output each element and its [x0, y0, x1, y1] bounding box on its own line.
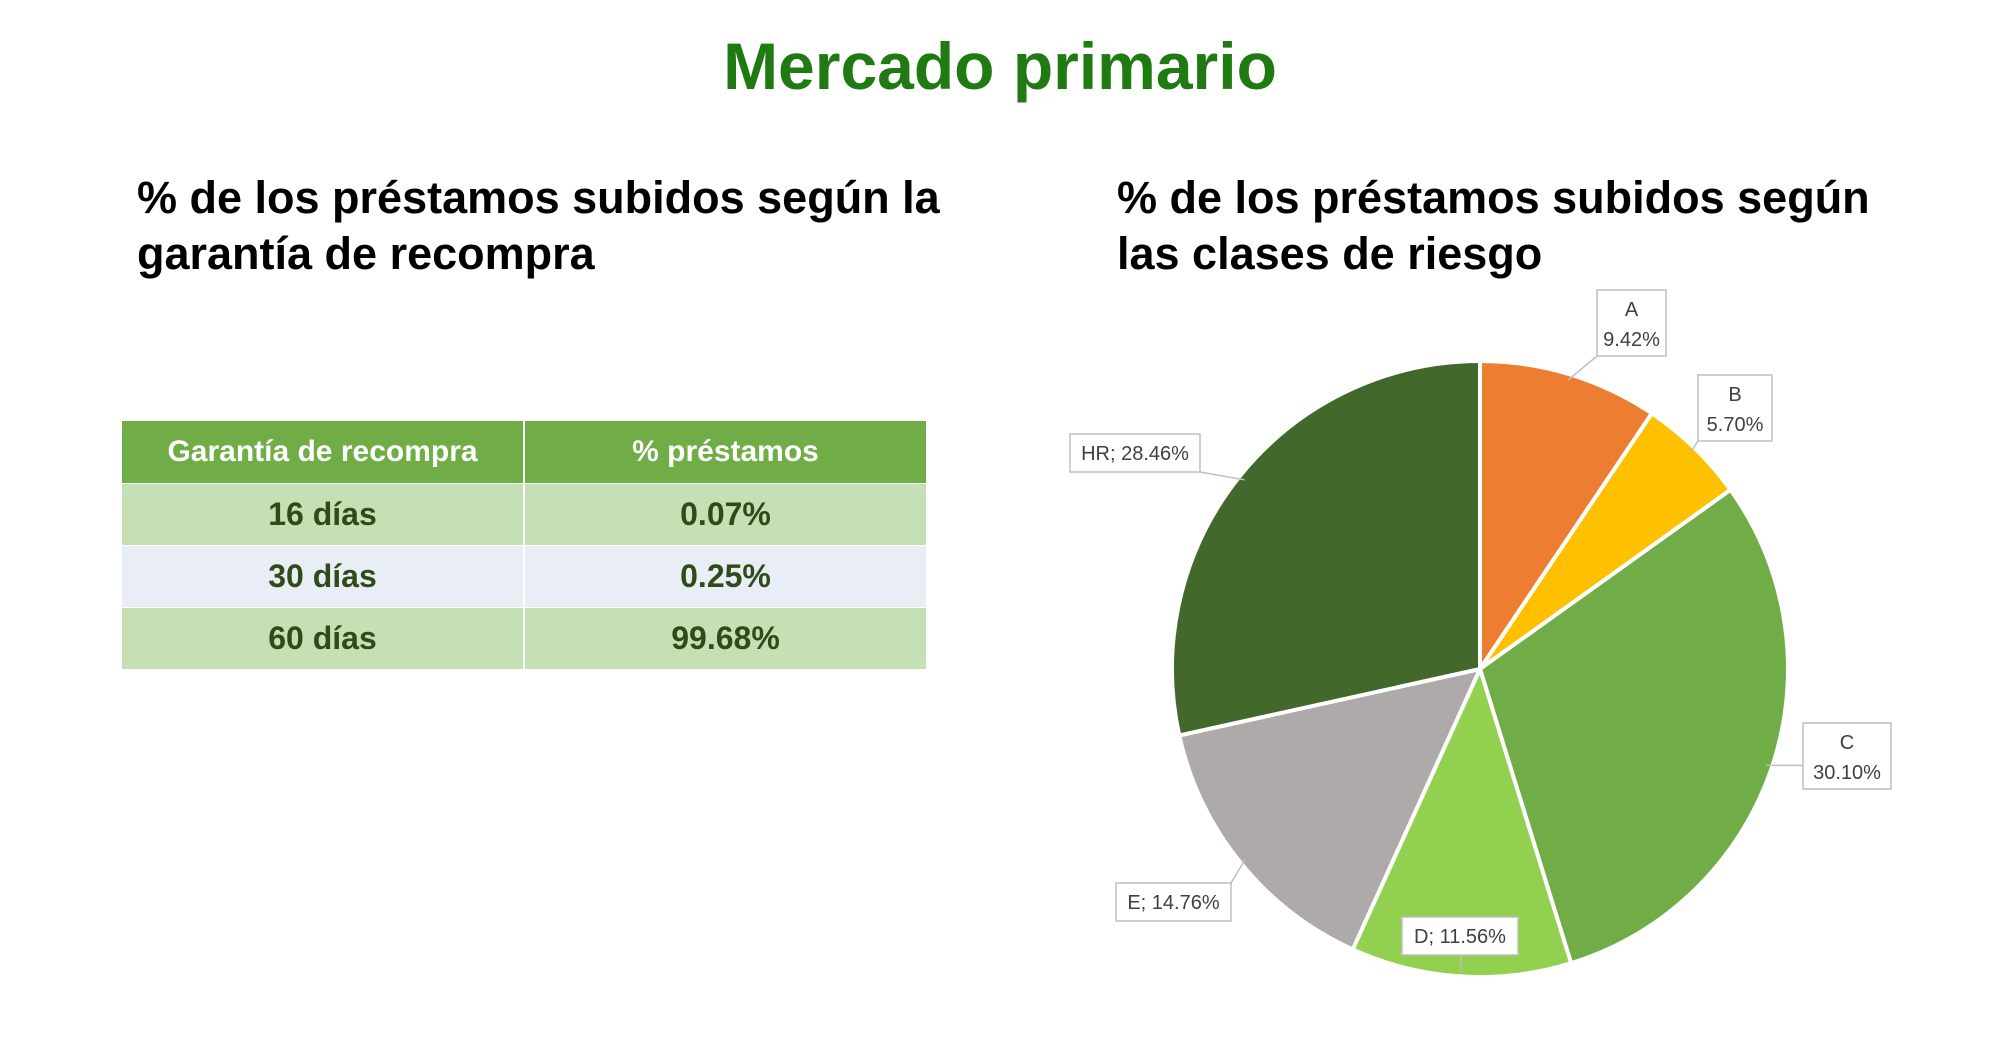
data-label-box-c — [1802, 722, 1892, 790]
data-label-value-c: 30.10% — [1813, 762, 1881, 784]
column-header-guarantee: Garantía de recompra — [122, 421, 525, 484]
pie-slice-c — [1477, 487, 1790, 966]
data-label-category-b: B — [1728, 384, 1741, 406]
pie-slice-a — [1478, 358, 1655, 676]
data-label-box-hr — [1069, 433, 1201, 473]
pie-slice-hr — [1170, 358, 1482, 738]
data-label-category-c: C — [1840, 732, 1854, 754]
pie-slice-d — [1350, 663, 1574, 979]
loans-pct-cell: 0.07% — [524, 483, 926, 546]
data-label-category-a: A — [1625, 299, 1639, 321]
table-row: 60 días 99.68% — [122, 607, 926, 669]
column-header-loans-pct: % préstamos — [524, 421, 926, 484]
table-header-row: Garantía de recompra % préstamos — [122, 421, 926, 484]
table-subtitle: % de los préstamos subidos según la gara… — [137, 172, 940, 279]
guarantee-cell: 16 días — [122, 483, 525, 546]
leader-line-a — [1567, 355, 1598, 381]
guarantee-cell: 30 días — [122, 545, 525, 608]
leader-line-e — [1230, 858, 1247, 884]
page-title: Mercado primario — [723, 29, 1277, 103]
pie-slice-e — [1176, 666, 1484, 953]
data-label-value-b: 5.70% — [1707, 414, 1764, 436]
pie-slices — [1170, 358, 1790, 979]
data-label-d: D; 11.56% — [1414, 926, 1506, 948]
loans-pct-cell: 0.25% — [524, 545, 926, 608]
table-row: 16 días 0.07% — [122, 483, 926, 546]
data-label-box-d — [1401, 916, 1519, 956]
leader-line-hr — [1199, 471, 1245, 481]
pie-data-labels: A 9.42% B 5.70% C 30.10% D; 11.56% E; 14.76% HR;… — [1069, 289, 1892, 971]
repurchase-guarantee-table: Garantía de recompra % préstamos 16 días… — [122, 421, 926, 669]
chart-subtitle: % de los préstamos subidos según las cla… — [1117, 172, 1870, 279]
table-row: 30 días 0.25% — [122, 545, 926, 608]
guarantee-cell: 60 días — [122, 607, 525, 669]
data-label-hr: HR; 28.46% — [1081, 443, 1189, 465]
leader-line-b — [1689, 440, 1699, 453]
data-label-value-a: 9.42% — [1603, 329, 1660, 351]
data-label-e: E; 14.76% — [1127, 892, 1220, 914]
data-label-box-b — [1697, 374, 1773, 442]
data-label-box-e — [1115, 882, 1232, 922]
data-label-box-a — [1596, 289, 1667, 357]
loans-pct-cell: 99.68% — [524, 607, 926, 669]
